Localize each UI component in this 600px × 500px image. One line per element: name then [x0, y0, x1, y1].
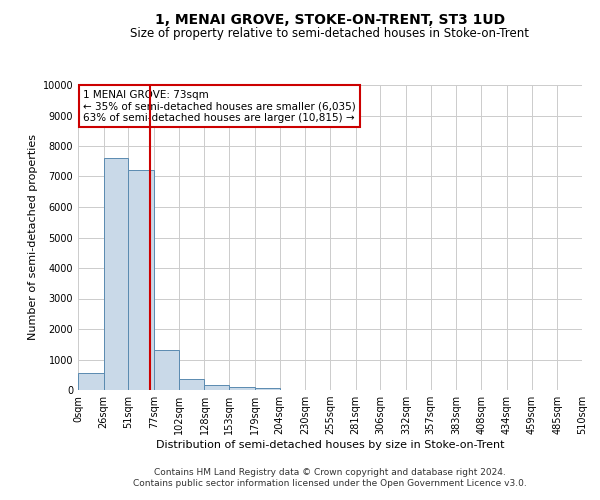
Bar: [255, 388, 280, 390]
Text: Size of property relative to semi-detached houses in Stoke-on-Trent: Size of property relative to semi-detach…: [131, 28, 530, 40]
Text: 1, MENAI GROVE, STOKE-ON-TRENT, ST3 1UD: 1, MENAI GROVE, STOKE-ON-TRENT, ST3 1UD: [155, 12, 505, 26]
X-axis label: Distribution of semi-detached houses by size in Stoke-on-Trent: Distribution of semi-detached houses by …: [156, 440, 504, 450]
Text: 1 MENAI GROVE: 73sqm
← 35% of semi-detached houses are smaller (6,035)
63% of se: 1 MENAI GROVE: 73sqm ← 35% of semi-detac…: [83, 90, 356, 123]
Bar: [205, 386, 229, 390]
Bar: [78, 373, 104, 390]
Bar: [154, 350, 179, 390]
Bar: [179, 380, 205, 390]
Bar: [104, 158, 128, 390]
Y-axis label: Number of semi-detached properties: Number of semi-detached properties: [28, 134, 38, 340]
Bar: [229, 387, 255, 390]
Text: Contains HM Land Registry data © Crown copyright and database right 2024.
Contai: Contains HM Land Registry data © Crown c…: [133, 468, 527, 487]
Bar: [128, 170, 154, 390]
